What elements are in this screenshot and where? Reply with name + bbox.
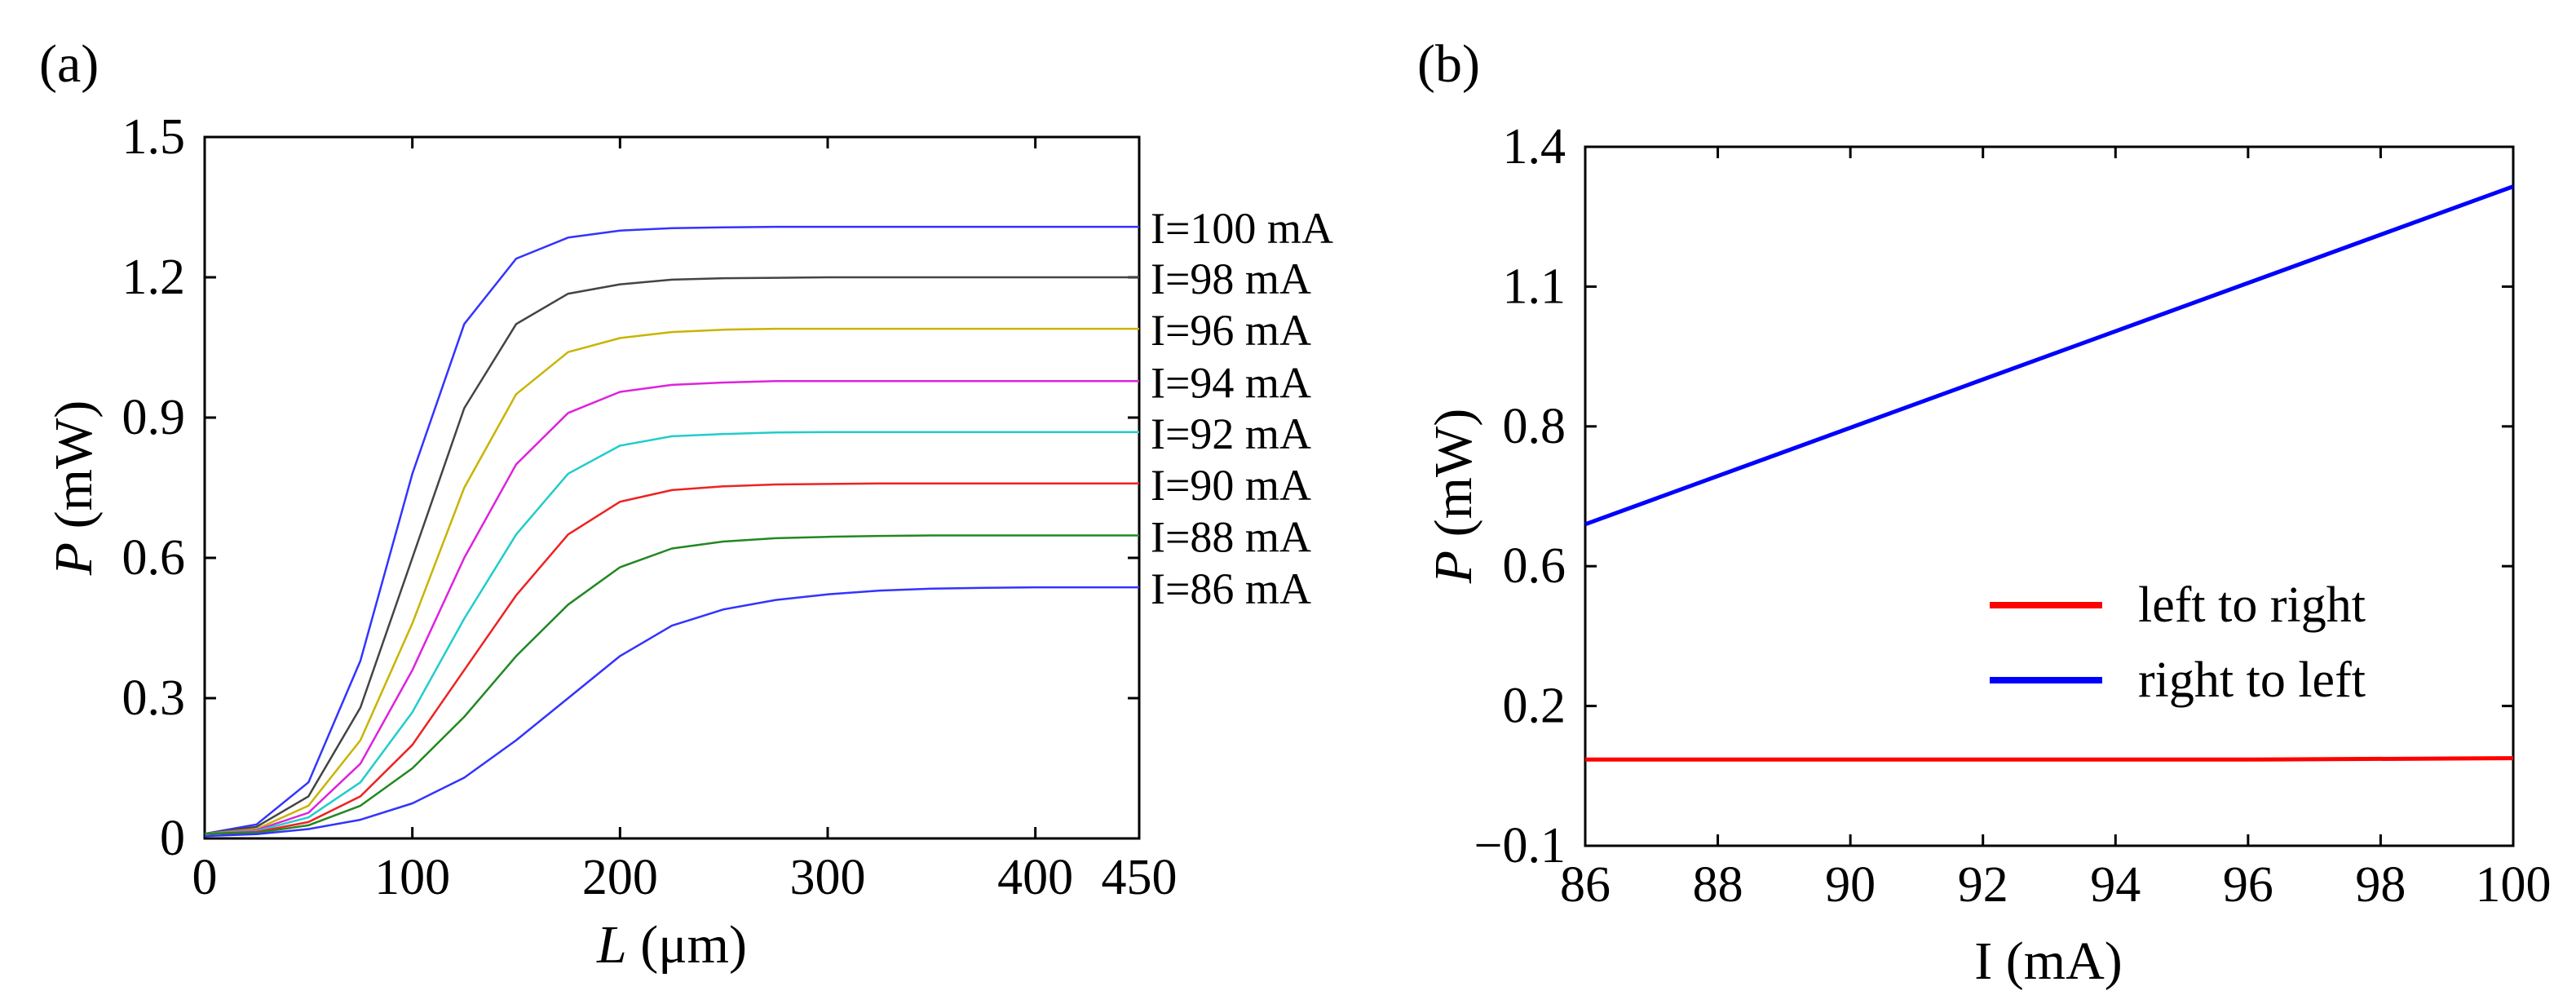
- panel-b-legend-label: left to right: [2138, 577, 2366, 633]
- panel-a-ytick-label: 0.3: [122, 670, 186, 726]
- panel-a-series-line: [204, 225, 1139, 835]
- panel-b-tick-labels: 86 88 90 92 94 96 98 100 −0.1 0.2 0.6 0.8 1.1 1.4: [1474, 119, 2552, 913]
- panel-b-xtick-label: 100: [2476, 857, 2552, 913]
- panel-b-ylabel: P (mW): [1424, 409, 1483, 584]
- panel-b-xtick-label: 92: [1958, 857, 2008, 913]
- panel-a-series-line: [204, 276, 1139, 835]
- panel-a-xtick-label: 400: [997, 850, 1073, 905]
- panel-a-series-line: [204, 586, 1139, 838]
- panel-b-xtick-label: 98: [2355, 857, 2406, 913]
- panel-a-ytick-label: 1.5: [122, 109, 186, 165]
- panel-b-xlabel: I (mA): [1974, 931, 2122, 991]
- panel-a-series-label: I=98 mA: [1151, 254, 1311, 303]
- panel-b-legend-label: right to left: [2138, 652, 2366, 708]
- panel-a-series-line: [204, 380, 1139, 835]
- panel-b-xtick-label: 90: [1825, 857, 1876, 913]
- panel-b-xtick-label: 96: [2223, 857, 2273, 913]
- panel-a-series-label: I=92 mA: [1151, 409, 1311, 458]
- panel-a-ytick-label: 1.2: [122, 250, 186, 305]
- panel-a-series: [204, 225, 1139, 838]
- panel-a-series-label: I=100 mA: [1151, 204, 1333, 253]
- panel-b-series: [1584, 184, 2514, 762]
- panel-b-axes-frame: [1584, 145, 2515, 847]
- panel-b-xtick-label: 86: [1560, 857, 1611, 913]
- panel-b: (b) 86 88 90 92 94 96 98 100 −0.1 0.2 0.6 0.8 1.1 1.4…: [1417, 34, 2552, 991]
- panel-b-series-line: [1585, 756, 2514, 762]
- panel-b-ylabel-unit: (mW): [1424, 409, 1483, 551]
- panel-b-xtick-label: 94: [2090, 857, 2141, 913]
- panel-b-ytick-label: 1.1: [1503, 259, 1566, 314]
- panel-a-tick-labels: 0 100 200 300 400 450 0 0.3 0.6 0.9 1.2 1.5: [122, 109, 1178, 905]
- panel-a-series-label: I=88 mA: [1151, 512, 1311, 561]
- panel-a-ytick-label: 0.9: [122, 390, 186, 445]
- panel-a-ytick-label: 0.6: [122, 530, 186, 586]
- panel-a-series-line: [204, 534, 1139, 835]
- panel-a-series-label: I=86 mA: [1151, 564, 1311, 613]
- panel-b-ytick-label: 0.8: [1503, 399, 1566, 454]
- panel-b-xtick-label: 88: [1693, 857, 1743, 913]
- panel-b-ytick-label: 1.4: [1503, 119, 1566, 175]
- panel-a-ytick-label: 0: [160, 811, 185, 866]
- panel-a-xlabel-variable: L: [596, 915, 627, 975]
- panel-a-series-line: [204, 327, 1139, 835]
- panel-b-label: (b): [1417, 34, 1480, 94]
- panel-a-ylabel-unit: (mW): [44, 400, 104, 542]
- panel-a-xtick-label: 0: [192, 850, 218, 905]
- panel-a-series-line: [204, 431, 1139, 835]
- panel-a-xtick-label: 300: [790, 850, 866, 905]
- panel-b-legend: left to right right to left: [1990, 577, 2366, 708]
- panel-a-ylabel: P (mW): [44, 400, 104, 576]
- panel-b-ticks: [1584, 145, 2515, 847]
- panel-b-ytick-label: 0.2: [1503, 679, 1566, 734]
- panel-b-ytick-label: 0.6: [1503, 538, 1566, 594]
- panel-a-series-labels: I=100 mAI=98 mAI=96 mAI=94 mAI=92 mAI=90…: [1151, 204, 1333, 613]
- panel-a-xtick-label: 200: [582, 850, 658, 905]
- panel-a-ylabel-variable: P: [44, 542, 104, 576]
- panel-a-series-label: I=94 mA: [1151, 358, 1311, 407]
- panel-a-xlabel-unit: (μm): [627, 915, 747, 975]
- panel-a-series-label: I=96 mA: [1151, 306, 1311, 355]
- panel-a-series-label: I=90 mA: [1151, 461, 1311, 510]
- panel-a-xtick-label: 100: [374, 850, 450, 905]
- panel-a-xtick-label: 450: [1102, 850, 1178, 905]
- panel-b-ytick-label: −0.1: [1474, 818, 1566, 874]
- panel-b-series-line: [1584, 184, 2514, 527]
- panel-b-ylabel-variable: P: [1424, 551, 1483, 584]
- panel-a-xlabel: L (μm): [596, 915, 747, 975]
- panel-a-label: (a): [39, 34, 99, 94]
- panel-a-axes-frame: [203, 135, 1141, 840]
- panel-a: (a) 0 100 200 300 400 450 0 0.3 0.6 0.9 1.2 1.5 I=1…: [39, 34, 1333, 975]
- panel-a-series-line: [204, 482, 1139, 835]
